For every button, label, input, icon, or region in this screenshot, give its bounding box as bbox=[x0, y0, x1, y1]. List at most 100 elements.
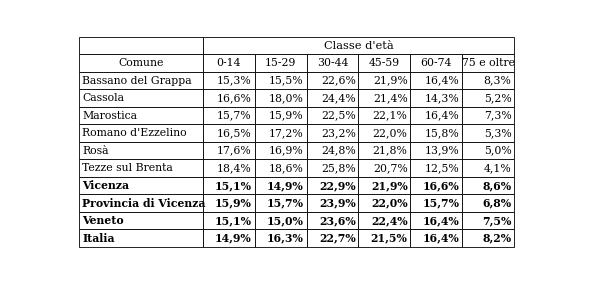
Bar bbox=[203, 177, 254, 194]
Text: 17,2%: 17,2% bbox=[269, 128, 304, 138]
Bar bbox=[254, 89, 307, 107]
Bar bbox=[254, 142, 307, 159]
Bar bbox=[254, 194, 307, 212]
Text: 16,6%: 16,6% bbox=[423, 180, 459, 191]
Text: 20,7%: 20,7% bbox=[373, 163, 407, 173]
Text: 0-14: 0-14 bbox=[217, 58, 241, 68]
Text: 8,3%: 8,3% bbox=[484, 76, 512, 86]
Text: 14,9%: 14,9% bbox=[215, 233, 252, 244]
Text: Cassola: Cassola bbox=[82, 93, 124, 103]
Text: Marostica: Marostica bbox=[82, 111, 137, 121]
Text: 15,1%: 15,1% bbox=[215, 215, 252, 226]
Bar bbox=[307, 177, 359, 194]
Text: Provincia di Vicenza: Provincia di Vicenza bbox=[82, 198, 206, 209]
Bar bbox=[307, 212, 359, 229]
Bar bbox=[359, 55, 411, 72]
Text: 6,8%: 6,8% bbox=[483, 198, 512, 209]
Bar bbox=[203, 72, 254, 89]
Text: 4,1%: 4,1% bbox=[484, 163, 512, 173]
Text: 22,9%: 22,9% bbox=[319, 180, 356, 191]
Text: 15,9%: 15,9% bbox=[269, 111, 304, 121]
Bar bbox=[79, 212, 203, 229]
Text: 12,5%: 12,5% bbox=[425, 163, 459, 173]
Text: Classe d'età: Classe d'età bbox=[324, 41, 393, 51]
Bar bbox=[359, 142, 411, 159]
Text: Romano d'Ezzelino: Romano d'Ezzelino bbox=[82, 128, 187, 138]
Text: 24,8%: 24,8% bbox=[321, 146, 356, 156]
Bar bbox=[411, 72, 462, 89]
Text: 8,6%: 8,6% bbox=[483, 180, 512, 191]
Bar bbox=[359, 212, 411, 229]
Text: 18,6%: 18,6% bbox=[269, 163, 304, 173]
Bar bbox=[411, 229, 462, 247]
Text: Veneto: Veneto bbox=[82, 215, 124, 226]
Text: 45-59: 45-59 bbox=[369, 58, 400, 68]
Bar bbox=[411, 124, 462, 142]
Text: 22,0%: 22,0% bbox=[371, 198, 407, 209]
Bar bbox=[203, 55, 254, 72]
Bar bbox=[462, 142, 514, 159]
Text: 14,3%: 14,3% bbox=[425, 93, 459, 103]
Text: 15,0%: 15,0% bbox=[267, 215, 304, 226]
Bar bbox=[79, 177, 203, 194]
Bar bbox=[359, 89, 411, 107]
Text: 14,9%: 14,9% bbox=[267, 180, 304, 191]
Text: 16,9%: 16,9% bbox=[269, 146, 304, 156]
Text: 23,6%: 23,6% bbox=[319, 215, 356, 226]
Bar bbox=[359, 72, 411, 89]
Bar bbox=[203, 229, 254, 247]
Bar bbox=[462, 194, 514, 212]
Bar bbox=[79, 124, 203, 142]
Text: 23,9%: 23,9% bbox=[319, 198, 356, 209]
Bar bbox=[307, 194, 359, 212]
Bar bbox=[79, 89, 203, 107]
Bar bbox=[79, 229, 203, 247]
Text: 15,7%: 15,7% bbox=[217, 111, 252, 121]
Text: 5,3%: 5,3% bbox=[484, 128, 512, 138]
Text: 22,1%: 22,1% bbox=[373, 111, 407, 121]
Bar bbox=[411, 159, 462, 177]
Bar bbox=[254, 159, 307, 177]
Bar bbox=[203, 37, 514, 55]
Bar bbox=[79, 55, 203, 72]
Bar bbox=[307, 72, 359, 89]
Text: 23,2%: 23,2% bbox=[321, 128, 356, 138]
Text: 16,4%: 16,4% bbox=[423, 215, 459, 226]
Bar bbox=[79, 194, 203, 212]
Text: 21,9%: 21,9% bbox=[373, 76, 407, 86]
Bar bbox=[411, 194, 462, 212]
Text: Rosà: Rosà bbox=[82, 146, 109, 156]
Bar bbox=[79, 142, 203, 159]
Text: 22,6%: 22,6% bbox=[321, 76, 356, 86]
Bar bbox=[411, 177, 462, 194]
Bar bbox=[307, 55, 359, 72]
Bar bbox=[254, 229, 307, 247]
Bar bbox=[411, 55, 462, 72]
Bar bbox=[307, 124, 359, 142]
Text: 21,9%: 21,9% bbox=[371, 180, 407, 191]
Text: 18,4%: 18,4% bbox=[217, 163, 252, 173]
Bar bbox=[462, 229, 514, 247]
Text: 24,4%: 24,4% bbox=[321, 93, 356, 103]
Text: 16,5%: 16,5% bbox=[217, 128, 252, 138]
Bar bbox=[79, 159, 203, 177]
Bar bbox=[254, 177, 307, 194]
Text: 16,4%: 16,4% bbox=[425, 111, 459, 121]
Text: 15,8%: 15,8% bbox=[425, 128, 459, 138]
Text: 13,9%: 13,9% bbox=[425, 146, 459, 156]
Text: 30-44: 30-44 bbox=[317, 58, 348, 68]
Text: 16,6%: 16,6% bbox=[217, 93, 252, 103]
Text: Comune: Comune bbox=[118, 58, 163, 68]
Bar bbox=[203, 124, 254, 142]
Text: 15,9%: 15,9% bbox=[215, 198, 252, 209]
Bar bbox=[359, 177, 411, 194]
Text: 16,4%: 16,4% bbox=[423, 233, 459, 244]
Text: 22,0%: 22,0% bbox=[373, 128, 407, 138]
Bar bbox=[462, 107, 514, 124]
Text: Italia: Italia bbox=[82, 233, 115, 244]
Text: 15,5%: 15,5% bbox=[269, 76, 304, 86]
Text: 75 e oltre: 75 e oltre bbox=[462, 58, 515, 68]
Text: Bassano del Grappa: Bassano del Grappa bbox=[82, 76, 192, 86]
Bar bbox=[307, 89, 359, 107]
Bar bbox=[359, 124, 411, 142]
